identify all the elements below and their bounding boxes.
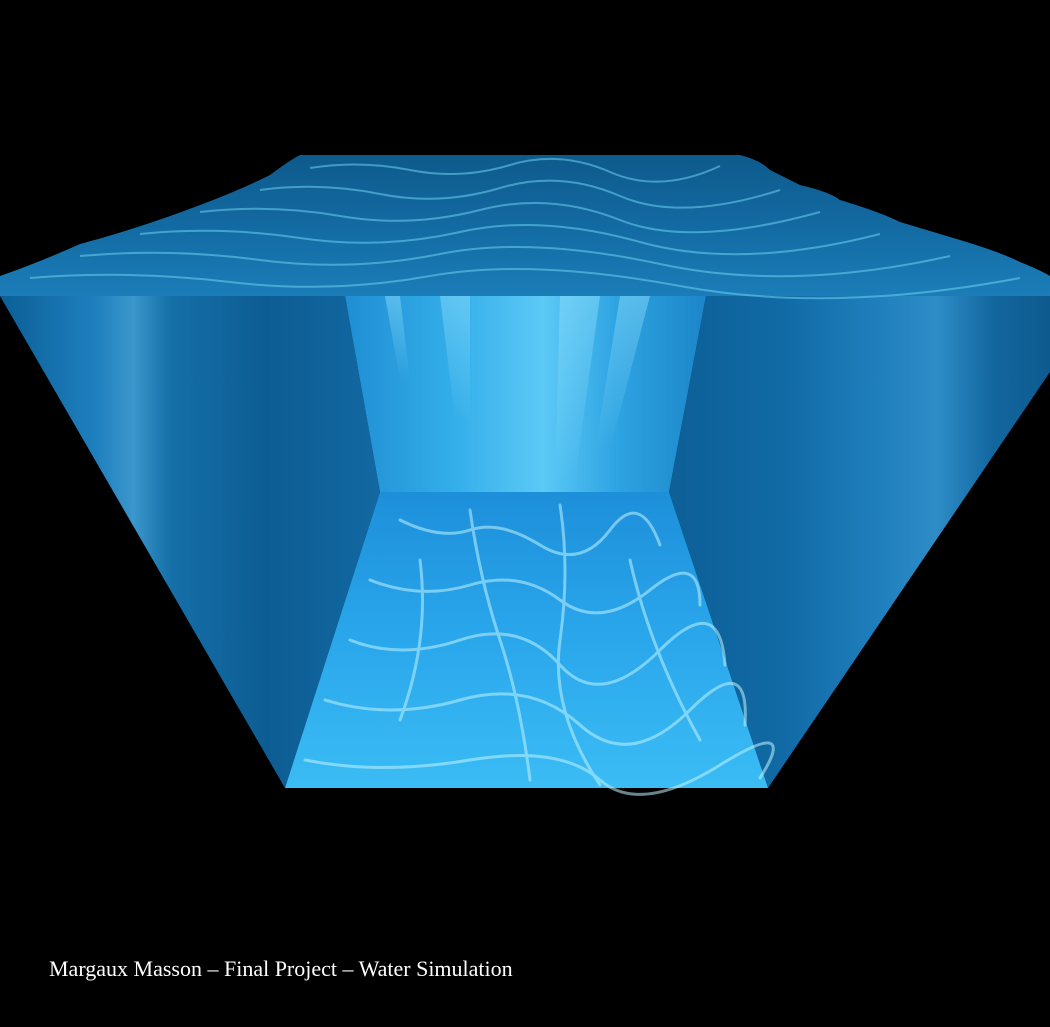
caption-text: Margaux Masson – Final Project – Water S… — [49, 956, 513, 981]
surface-ripples — [29, 157, 1021, 300]
left-wall — [0, 296, 380, 788]
right-wall — [669, 296, 1050, 788]
light-rays — [385, 296, 650, 480]
floor-caustics — [303, 503, 775, 796]
